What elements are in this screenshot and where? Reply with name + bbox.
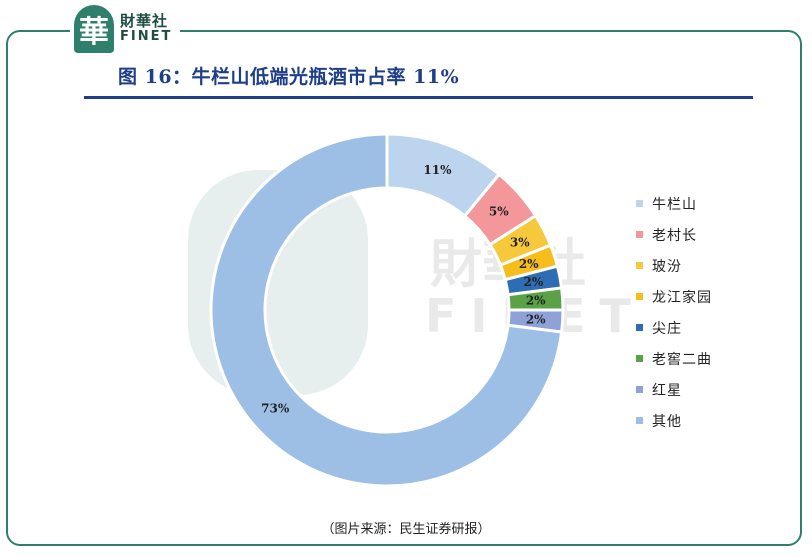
legend-swatch <box>636 231 643 238</box>
legend-label: 红星 <box>652 382 682 399</box>
legend-item: 其他 <box>636 405 712 436</box>
slice-value-label: 2% <box>526 294 546 308</box>
chart-title: 图 16：牛栏山低端光瓶酒市占率 11% <box>118 66 460 88</box>
slice-value-label: 2% <box>523 275 543 289</box>
legend-item: 玻汾 <box>636 250 712 281</box>
chart-legend: 牛栏山老村长玻汾龙江家园尖庄老窖二曲红星其他 <box>636 188 712 436</box>
legend-item: 尖庄 <box>636 312 712 343</box>
donut-slice <box>209 132 564 488</box>
legend-label: 玻汾 <box>652 258 682 275</box>
slice-value-label: 2% <box>526 312 546 326</box>
legend-item: 老窖二曲 <box>636 343 712 374</box>
source-note: （图片来源：民生证券研报） <box>321 522 491 537</box>
legend-item: 红星 <box>636 374 712 405</box>
legend-swatch <box>636 355 643 362</box>
legend-label: 老村长 <box>652 227 697 244</box>
brand-name-en: FINET <box>120 29 173 45</box>
legend-swatch <box>636 262 643 269</box>
legend-item: 老村长 <box>636 219 712 250</box>
slice-value-label: 73% <box>261 402 290 416</box>
card-frame <box>6 30 802 546</box>
legend-swatch <box>636 417 643 424</box>
brand-mark-icon: 華 <box>74 5 114 53</box>
brand-text: 財華社 FINET <box>120 12 173 45</box>
brand-logo: 華 財華社 FINET <box>70 4 181 54</box>
slice-labels: 11% 5% 3% 2% 2% 2% 2% 73% <box>261 163 546 416</box>
slice-value-label: 3% <box>510 235 530 249</box>
legend-label: 尖庄 <box>652 320 682 337</box>
donut-slices <box>209 132 565 488</box>
legend-label: 其他 <box>652 413 682 430</box>
slice-value-label: 11% <box>423 163 452 177</box>
legend-swatch <box>636 293 643 300</box>
brand-name-cn: 財華社 <box>120 12 169 31</box>
legend-swatch <box>636 200 643 207</box>
legend-label: 老窖二曲 <box>652 351 712 368</box>
legend-swatch <box>636 324 643 331</box>
slice-value-label: 5% <box>489 204 509 218</box>
legend-item: 龙江家园 <box>636 281 712 312</box>
title-underline <box>84 96 753 99</box>
legend-label: 龙江家园 <box>652 289 712 306</box>
slice-value-label: 2% <box>519 257 539 271</box>
legend-label: 牛栏山 <box>652 196 697 213</box>
legend-swatch <box>636 386 643 393</box>
legend-item: 牛栏山 <box>636 188 712 219</box>
